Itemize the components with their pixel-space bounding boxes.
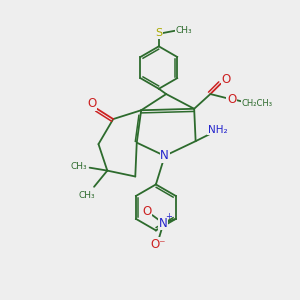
Text: CH₃: CH₃ — [70, 162, 87, 171]
Text: CH₂CH₃: CH₂CH₃ — [241, 99, 272, 108]
Text: CH₃: CH₃ — [78, 190, 95, 200]
Text: NH₂: NH₂ — [208, 125, 227, 135]
Text: N: N — [159, 217, 168, 230]
Text: S: S — [155, 28, 162, 38]
Text: N: N — [160, 149, 169, 162]
Text: O: O — [87, 97, 96, 110]
Text: O: O — [227, 93, 236, 106]
Text: +: + — [165, 212, 172, 221]
Text: O: O — [221, 73, 231, 86]
Text: CH₃: CH₃ — [176, 26, 192, 35]
Text: O⁻: O⁻ — [151, 238, 166, 251]
Text: O: O — [142, 205, 152, 218]
